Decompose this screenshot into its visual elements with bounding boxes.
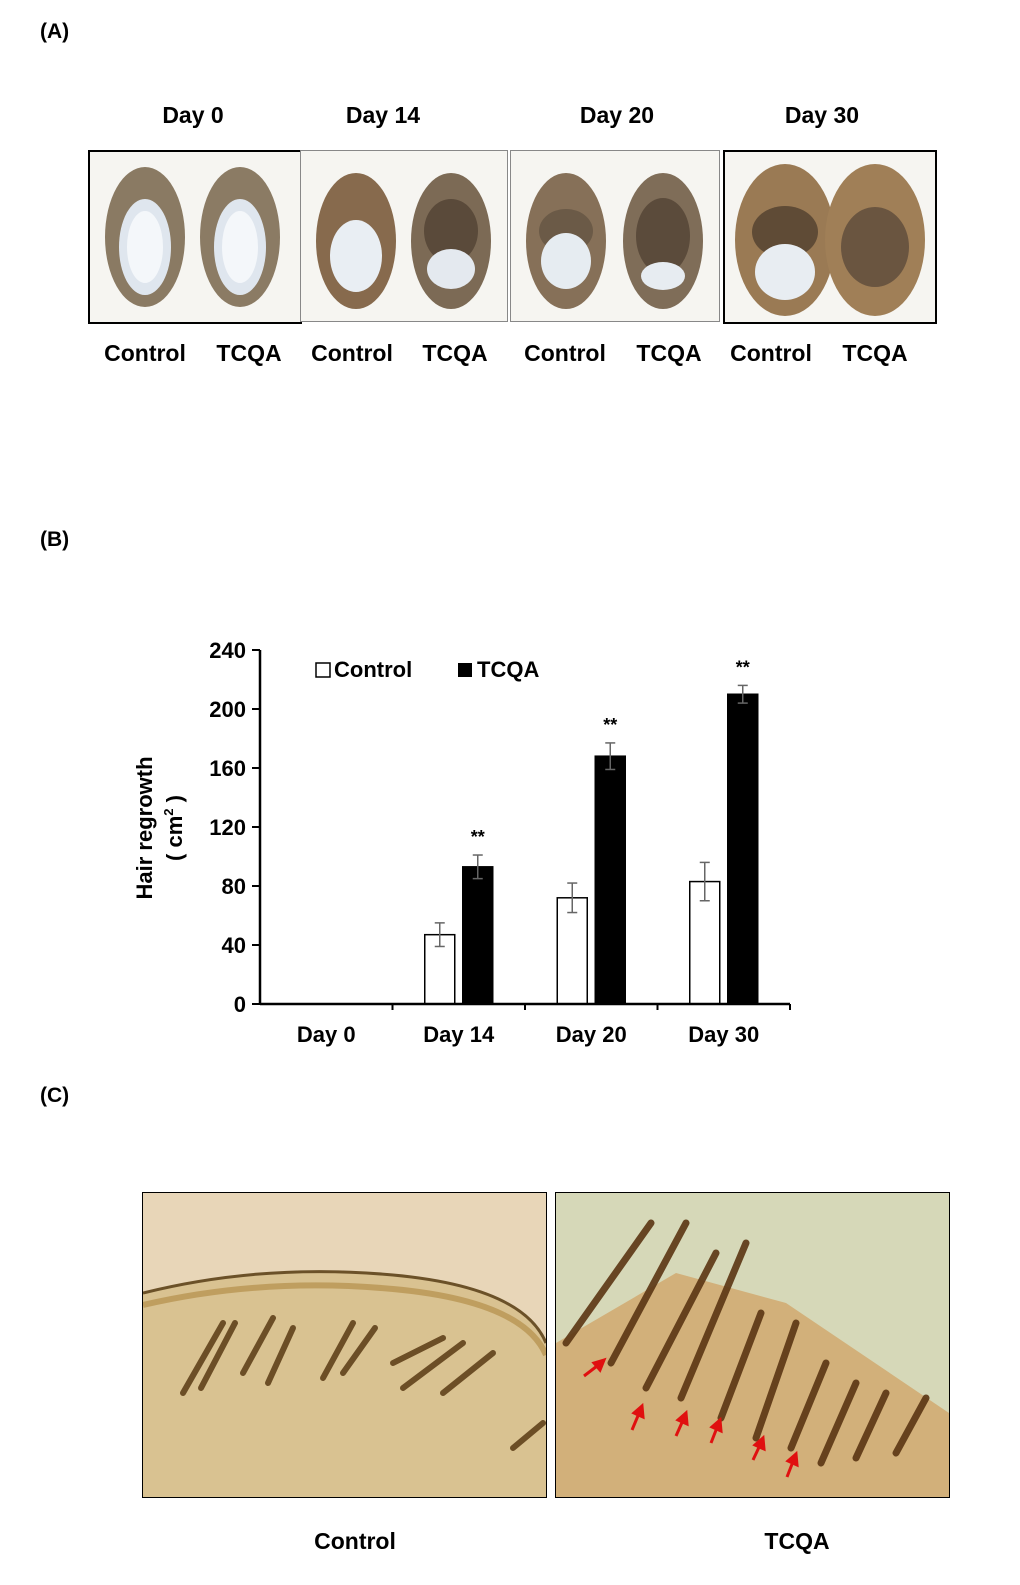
chart-legend: Control TCQA [315, 657, 539, 682]
x-tick-label: Day 30 [688, 1022, 759, 1047]
mouse-photo-day0 [88, 150, 302, 324]
x-tick-label: Day 0 [297, 1022, 356, 1047]
group-label-control-20: Control [524, 340, 606, 366]
panel-c-letter: (C) [40, 1084, 70, 1107]
histology-image-control [142, 1192, 547, 1498]
group-label-control-30: Control [730, 340, 812, 366]
significance-label: ** [736, 657, 750, 677]
mouse-photo-day20 [510, 150, 720, 322]
legend-label-control: Control [334, 657, 412, 682]
panel-a-letter: (A) [40, 20, 70, 43]
group-label-control-14: Control [311, 340, 393, 366]
y-tick-label: 240 [209, 638, 246, 663]
significance-label: ** [471, 827, 485, 847]
y-axis-title-line2: ( cm2 ) [161, 795, 187, 861]
bar-tcqa [727, 693, 759, 1005]
y-tick-label: 80 [222, 874, 246, 899]
legend-label-tcqa: TCQA [477, 657, 539, 682]
ylabel-sup: 2 [161, 808, 176, 815]
group-label-control-0: Control [104, 340, 186, 366]
ylabel-unit: ( cm [162, 816, 187, 861]
histology-label-tcqa: TCQA [764, 1528, 830, 1554]
day-label-30: Day 30 [784, 102, 860, 128]
bar-tcqa [462, 866, 494, 1005]
hair-regrowth-bar-chart: 0 40 80 120 160 200 240 ** ** ** Day 0 Day 14 Day … [132, 638, 791, 1047]
y-axis-title-line1: Hair regrowth [132, 756, 157, 899]
bar-tcqa [594, 755, 626, 1005]
group-label-tcqa-20: TCQA [636, 340, 702, 366]
mouse-photo-day30 [723, 150, 937, 324]
panel-b-letter: (B) [40, 528, 70, 551]
group-label-tcqa-14: TCQA [422, 340, 488, 366]
day-label-14: Day 14 [345, 102, 421, 128]
bar-control [556, 897, 588, 1005]
day-label-0: Day 0 [162, 102, 224, 128]
y-tick-label: 0 [234, 992, 246, 1017]
group-label-tcqa-0: TCQA [216, 340, 282, 366]
significance-label: ** [603, 715, 617, 735]
ylabel-close: ) [162, 795, 187, 808]
x-tick-label: Day 14 [423, 1022, 495, 1047]
x-tick-label: Day 20 [556, 1022, 627, 1047]
histology-label-control: Control [314, 1528, 396, 1554]
y-tick-label: 40 [222, 933, 246, 958]
histology-image-tcqa [555, 1192, 950, 1498]
y-tick-label: 160 [209, 756, 246, 781]
legend-swatch-tcqa [458, 663, 472, 677]
group-label-tcqa-30: TCQA [842, 340, 908, 366]
legend-swatch-control [315, 662, 331, 678]
y-tick-label: 120 [209, 815, 246, 840]
day-label-20: Day 20 [579, 102, 655, 128]
mouse-photo-day14 [300, 150, 508, 322]
y-tick-label: 200 [209, 697, 246, 722]
